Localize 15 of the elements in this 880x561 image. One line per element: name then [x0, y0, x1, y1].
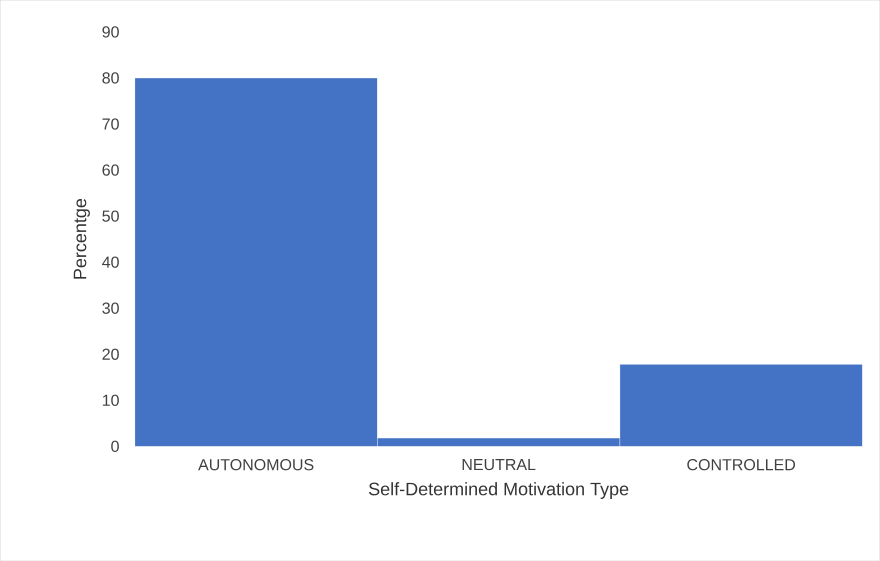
x-tick-label: CONTROLLED — [687, 458, 796, 470]
y-tick-label: 60 — [102, 164, 119, 176]
y-tick-label: 80 — [102, 72, 119, 84]
y-tick-label: 30 — [102, 302, 119, 314]
y-tick-label: 10 — [102, 394, 119, 406]
y-axis-title: Percentge — [74, 198, 90, 279]
y-tick-label: 70 — [102, 118, 119, 130]
x-axis-title: Self-Determined Motivation Type — [368, 482, 628, 499]
x-tick-label: NEUTRAL — [462, 458, 536, 470]
y-tick-label: 0 — [111, 440, 119, 452]
y-tick-label: 50 — [102, 210, 119, 222]
y-tick-label: 40 — [102, 256, 119, 268]
y-tick-label: 20 — [102, 348, 119, 360]
y-tick-label: 90 — [102, 26, 119, 38]
x-tick-label: AUTONOMOUS — [198, 458, 314, 470]
